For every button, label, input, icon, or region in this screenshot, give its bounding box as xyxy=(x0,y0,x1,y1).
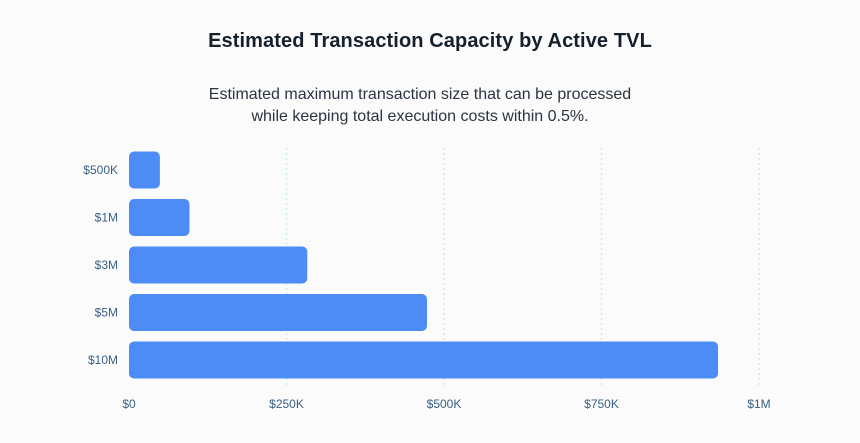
chart-subtitle-line-2: while keeping total execution costs with… xyxy=(251,108,589,125)
x-tick-label: $750K xyxy=(584,397,619,411)
y-tick-label: $1M xyxy=(95,211,118,225)
y-tick-label: $500K xyxy=(83,163,118,177)
x-axis-tick-labels: $0 $250K $500K $750K $1M xyxy=(122,397,770,411)
bar xyxy=(129,341,719,379)
bar xyxy=(129,151,160,189)
x-tick-label: $0 xyxy=(122,397,136,411)
x-tick-label: $500K xyxy=(427,397,462,411)
x-tick-label: $1M xyxy=(747,397,770,411)
bars xyxy=(129,151,719,379)
y-tick-label: $5M xyxy=(95,306,118,320)
y-axis-tick-labels: $500K $1M $3M $5M $10M xyxy=(83,163,118,367)
bar xyxy=(129,294,427,331)
y-tick-label: $10M xyxy=(88,353,118,367)
bar xyxy=(129,199,190,236)
chart-title: Estimated Transaction Capacity by Active… xyxy=(208,30,652,52)
chart-subtitle-line-1: Estimated maximum transaction size that … xyxy=(208,86,632,103)
bar xyxy=(129,246,308,284)
x-tick-label: $250K xyxy=(269,397,304,411)
chart-subtitle: Estimated maximum transaction size that … xyxy=(0,84,840,128)
y-tick-label: $3M xyxy=(95,258,118,272)
